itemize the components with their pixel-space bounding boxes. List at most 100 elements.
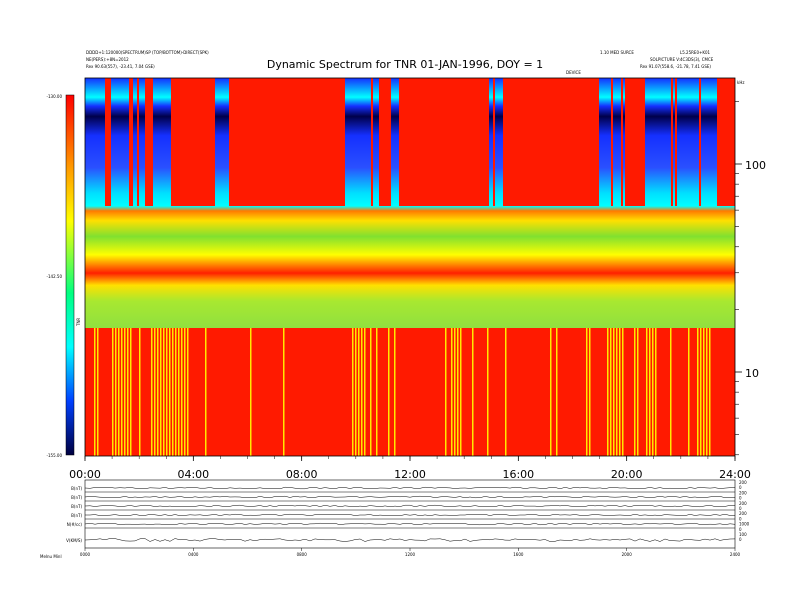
upper-stripe	[399, 78, 401, 206]
x-axis: 00:00 04:00 08:00 12:00 16:00 20:00 24:00	[69, 456, 751, 481]
upper-stripe	[211, 78, 213, 206]
header-right-line1b: L5.25RE0+K01	[680, 50, 711, 55]
upper-stripe	[241, 78, 243, 206]
bottom-right-tick-label: 0	[739, 516, 742, 521]
upper-stripe	[321, 78, 323, 206]
lower-stripe	[361, 328, 363, 456]
upper-stripe	[533, 78, 535, 206]
upper-stripe	[207, 78, 209, 206]
lower-stripe	[703, 328, 705, 456]
upper-stripe	[547, 78, 549, 206]
lower-stripe	[487, 328, 489, 456]
lower-stripe	[550, 328, 552, 456]
upper-stripe	[581, 78, 583, 206]
upper-stripe	[333, 78, 335, 206]
upper-stripe	[213, 78, 215, 206]
lower-stripe	[622, 328, 624, 456]
x-tick-label: 16:00	[502, 468, 534, 481]
upper-stripe	[267, 78, 269, 206]
lower-stripe	[127, 328, 129, 456]
upper-stripe	[577, 78, 579, 206]
upper-stripe	[467, 78, 469, 206]
lower-stripe	[649, 328, 651, 456]
lower-stripe	[283, 328, 285, 456]
upper-stripe	[403, 78, 405, 206]
upper-stripe	[671, 78, 673, 206]
upper-stripe	[593, 78, 595, 206]
lower-stripe	[688, 328, 690, 456]
upper-stripe	[675, 78, 677, 206]
upper-stripe	[131, 78, 133, 206]
upper-stripe	[323, 78, 325, 206]
bottom-row-label: B(nT)	[71, 486, 82, 491]
upper-stripe	[203, 78, 205, 206]
upper-stripe	[595, 78, 597, 206]
header-right-line2: SOLPICTURE V:4C3DS(3), CMCE	[650, 57, 714, 62]
upper-stripe	[597, 78, 599, 206]
upper-stripe	[515, 78, 517, 206]
upper-stripe	[381, 78, 383, 206]
upper-stripe	[723, 78, 725, 206]
upper-stripe	[385, 78, 387, 206]
upper-stripe	[311, 78, 313, 206]
lower-stripe	[451, 328, 453, 456]
upper-stripe	[643, 78, 645, 206]
upper-stripe	[591, 78, 593, 206]
lower-stripe	[355, 328, 357, 456]
upper-stripe	[521, 78, 523, 206]
upper-stripe	[193, 78, 195, 206]
lower-stripe	[706, 328, 708, 456]
upper-stripe	[419, 78, 421, 206]
colorbar	[65, 94, 75, 456]
bottom-right-tick-label: 0	[739, 496, 742, 501]
x-tick-label: 00:00	[69, 468, 101, 481]
upper-stripe	[197, 78, 199, 206]
upper-stripe	[129, 78, 131, 206]
upper-stripe	[319, 78, 321, 206]
upper-stripe	[327, 78, 329, 206]
upper-stripe	[485, 78, 487, 206]
upper-stripe	[325, 78, 327, 206]
bottom-panel: B(nT)B(nT)B(nT)B(nT)N(#/cc)V(KM/S) 0000 0…	[66, 479, 750, 557]
upper-stripe	[571, 78, 573, 206]
upper-stripe	[441, 78, 443, 206]
upper-stripe	[249, 78, 251, 206]
bottom-row-trace	[84, 538, 736, 542]
bottom-right-tick-label: 0	[739, 485, 742, 490]
upper-stripe	[301, 78, 303, 206]
upper-stripe	[137, 78, 139, 206]
header-center-small: DEVICE	[566, 70, 581, 75]
upper-stripe	[487, 78, 489, 206]
upper-stripe	[457, 78, 459, 206]
upper-stripe	[621, 78, 623, 206]
upper-stripe	[185, 78, 187, 206]
bottom-row-label: B(nT)	[71, 495, 82, 500]
upper-stripe	[263, 78, 265, 206]
upper-stripe	[387, 78, 389, 206]
header-left-line3: Rex 90.63(557), -23.41, 7.04 GSE)	[86, 64, 155, 69]
upper-stripe	[287, 78, 289, 206]
lower-stripe	[652, 328, 654, 456]
upper-stripe	[177, 78, 179, 206]
upper-stripe	[337, 78, 339, 206]
lower-stripe	[205, 328, 207, 456]
upper-stripe	[253, 78, 255, 206]
upper-stripe	[537, 78, 539, 206]
upper-stripe	[505, 78, 507, 206]
bottom-x-tick-label: 0400	[188, 552, 199, 557]
lower-stripe	[613, 328, 615, 456]
bottom-right-tick-label: 0	[739, 527, 742, 532]
bottom-x-ticks: 0000 0400 0800 1200 1600 2000 2400	[80, 548, 741, 557]
upper-stripe	[147, 78, 149, 206]
upper-stripe	[243, 78, 245, 206]
lower-stripe	[394, 328, 396, 456]
upper-stripe	[721, 78, 723, 206]
upper-stripe	[565, 78, 567, 206]
bottom-right-tick-label: 200	[739, 490, 747, 495]
upper-stripe	[507, 78, 509, 206]
lower-stripe	[670, 328, 672, 456]
lower-stripe	[376, 328, 378, 456]
lower-stripe	[454, 328, 456, 456]
lower-stripe	[388, 328, 390, 456]
lower-stripe	[112, 328, 114, 456]
